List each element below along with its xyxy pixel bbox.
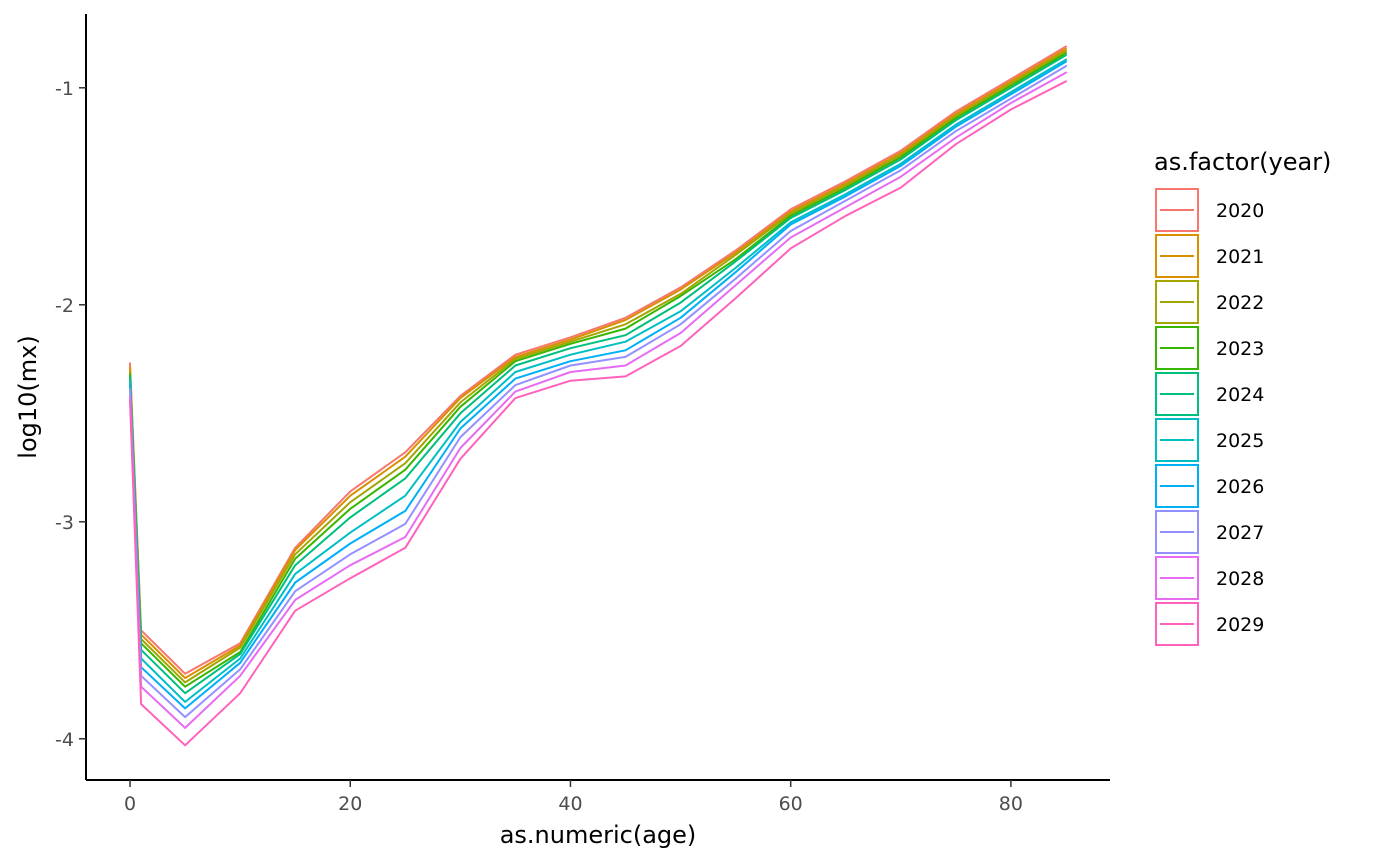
legend-item-2020: 2020 [1155, 188, 1264, 232]
y-tick-label: -1 [55, 78, 74, 100]
series-line-2022 [129, 49, 1067, 684]
legend-item-2025: 2025 [1155, 418, 1264, 462]
legend-items: 2020 2021 2022 2023 2024 2025 2026 2027 2028 2029 [1155, 188, 1264, 646]
legend-label: 2023 [1216, 338, 1264, 360]
y-tick-label: -2 [55, 295, 74, 317]
legend-item-2027: 2027 [1155, 510, 1264, 554]
legend-item-2021: 2021 [1155, 234, 1264, 278]
legend-label: 2025 [1216, 430, 1264, 452]
series-line-2023 [129, 52, 1067, 688]
series-line-2029 [129, 80, 1067, 747]
series-lines [129, 45, 1067, 747]
legend: as.factor(year) 2020 2021 2022 2023 2024 2025… [1154, 148, 1331, 646]
legend-item-2029: 2029 [1155, 602, 1264, 646]
series-line-2027 [129, 65, 1067, 719]
legend-label: 2021 [1216, 246, 1264, 268]
legend-item-2028: 2028 [1155, 556, 1264, 600]
legend-label: 2026 [1216, 476, 1264, 498]
legend-label: 2029 [1216, 614, 1264, 636]
series-line-2024 [129, 54, 1067, 695]
y-tick-label: -4 [55, 729, 74, 751]
legend-item-2022: 2022 [1155, 280, 1264, 324]
series-line-2028 [129, 71, 1067, 729]
y-tick-label: -3 [55, 512, 74, 534]
legend-label: 2027 [1216, 522, 1264, 544]
legend-item-2026: 2026 [1155, 464, 1264, 508]
series-line-2020 [129, 45, 1067, 675]
x-ticks: 0 20 40 60 80 [124, 780, 1023, 815]
x-tick-label: 60 [779, 793, 803, 815]
legend-item-2024: 2024 [1155, 372, 1264, 416]
series-line-2025 [129, 58, 1067, 703]
legend-label: 2028 [1216, 568, 1264, 590]
legend-title: as.factor(year) [1154, 148, 1331, 176]
axes [85, 14, 1110, 781]
legend-item-2023: 2023 [1155, 326, 1264, 370]
x-tick-label: 20 [338, 793, 362, 815]
x-axis-title: as.numeric(age) [500, 821, 697, 849]
legend-label: 2020 [1216, 200, 1264, 222]
x-tick-label: 40 [558, 793, 582, 815]
y-ticks: -4 -3 -2 -1 [55, 78, 86, 751]
series-line-2026 [129, 60, 1067, 710]
series-line-2021 [129, 47, 1067, 679]
x-tick-label: 80 [999, 793, 1023, 815]
legend-label: 2024 [1216, 384, 1264, 406]
legend-label: 2022 [1216, 292, 1264, 314]
y-axis-title: log10(mx) [14, 335, 42, 458]
x-tick-label: 0 [124, 793, 136, 815]
